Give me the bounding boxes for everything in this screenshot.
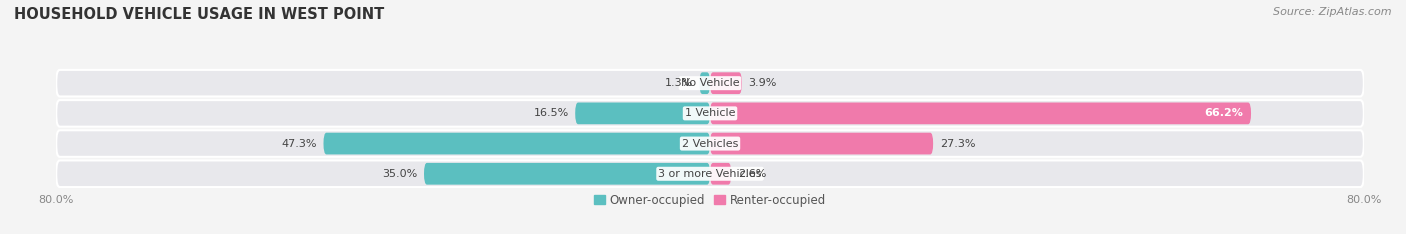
FancyBboxPatch shape <box>710 102 1251 124</box>
FancyBboxPatch shape <box>56 161 1364 187</box>
Text: 16.5%: 16.5% <box>533 108 568 118</box>
FancyBboxPatch shape <box>56 130 1364 157</box>
FancyBboxPatch shape <box>710 133 934 154</box>
FancyBboxPatch shape <box>710 163 731 185</box>
Text: No Vehicle: No Vehicle <box>681 78 740 88</box>
Text: 2.6%: 2.6% <box>738 169 766 179</box>
Text: HOUSEHOLD VEHICLE USAGE IN WEST POINT: HOUSEHOLD VEHICLE USAGE IN WEST POINT <box>14 7 384 22</box>
Text: 66.2%: 66.2% <box>1204 108 1243 118</box>
FancyBboxPatch shape <box>56 100 1364 127</box>
FancyBboxPatch shape <box>699 72 710 94</box>
Text: 35.0%: 35.0% <box>382 169 418 179</box>
Text: 2 Vehicles: 2 Vehicles <box>682 139 738 149</box>
Legend: Owner-occupied, Renter-occupied: Owner-occupied, Renter-occupied <box>589 189 831 211</box>
Text: 3.9%: 3.9% <box>748 78 778 88</box>
FancyBboxPatch shape <box>575 102 710 124</box>
Text: 27.3%: 27.3% <box>939 139 976 149</box>
FancyBboxPatch shape <box>710 72 742 94</box>
Text: Source: ZipAtlas.com: Source: ZipAtlas.com <box>1274 7 1392 17</box>
Text: 47.3%: 47.3% <box>281 139 316 149</box>
FancyBboxPatch shape <box>56 70 1364 96</box>
Text: 1.3%: 1.3% <box>665 78 693 88</box>
Text: 3 or more Vehicles: 3 or more Vehicles <box>658 169 762 179</box>
Text: 1 Vehicle: 1 Vehicle <box>685 108 735 118</box>
FancyBboxPatch shape <box>425 163 710 185</box>
FancyBboxPatch shape <box>323 133 710 154</box>
